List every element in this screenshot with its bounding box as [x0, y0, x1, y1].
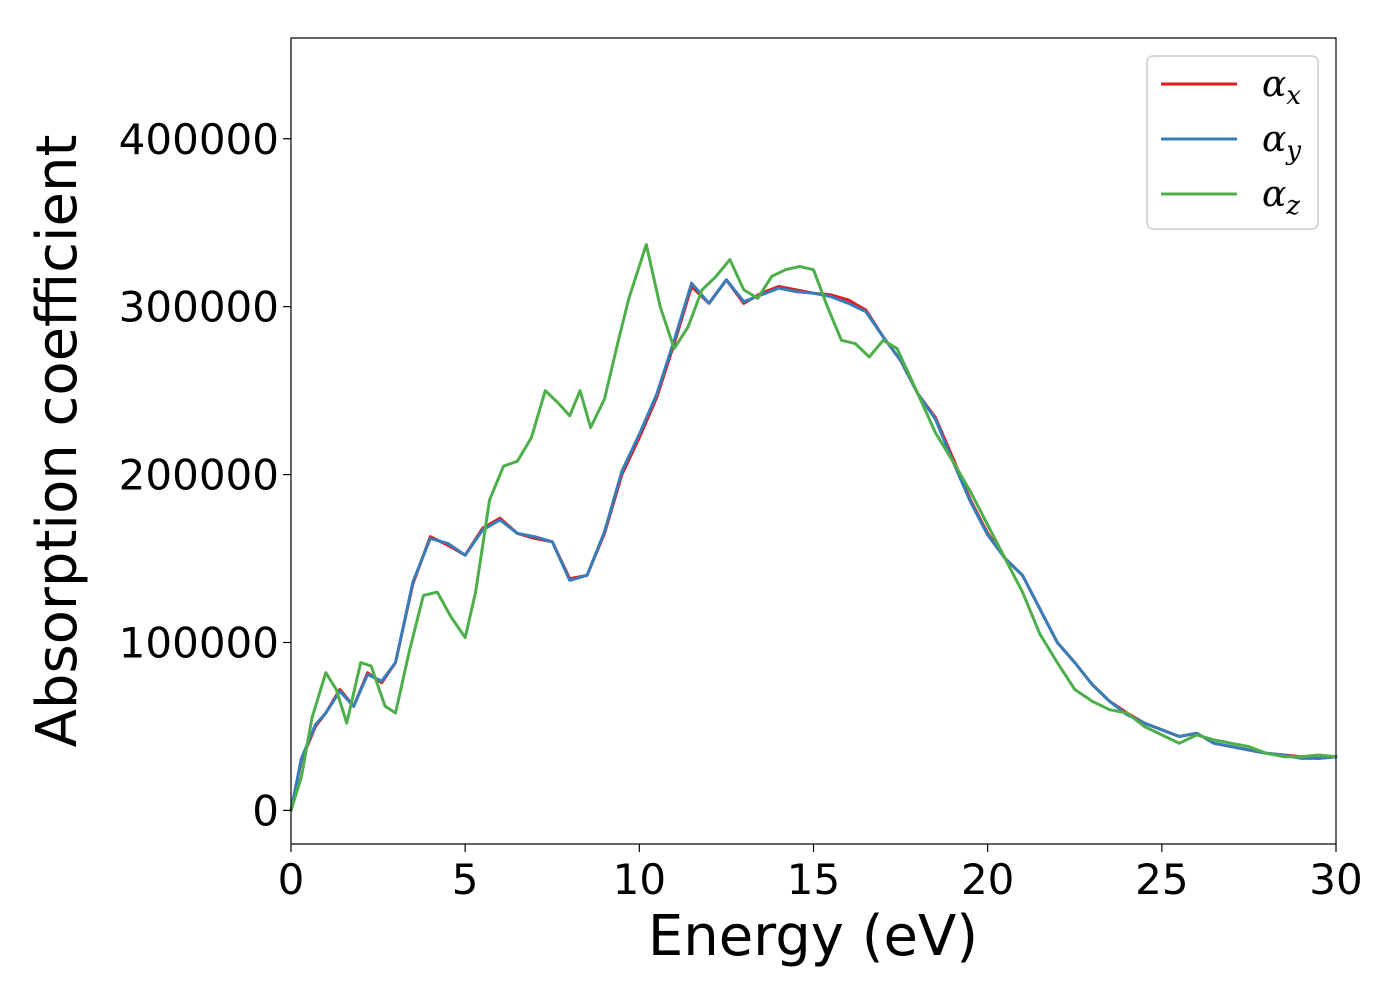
x-axis-ticks: 0 5 10 15 20 25 30: [278, 844, 1363, 904]
x-tick-label: 5: [452, 855, 479, 904]
series-line-z: [289, 243, 1338, 812]
x-axis-title: Energy (eV): [648, 904, 978, 969]
legend: αx αy αz: [1146, 55, 1319, 230]
x-tick-label: 0: [278, 855, 305, 904]
x-tick-label: 10: [613, 855, 666, 904]
y-axis-ticks: 0 100000 200000 300000 400000: [119, 115, 291, 835]
x-tick-label: 30: [1309, 855, 1362, 904]
series-line-y: [289, 278, 1338, 812]
legend-label-x: αx: [1262, 64, 1301, 111]
y-tick-label: 200000: [119, 451, 279, 500]
y-tick-label: 0: [252, 786, 279, 835]
y-tick-label: 400000: [119, 115, 279, 164]
x-tick-label: 25: [1135, 855, 1188, 904]
legend-label-z: αz: [1262, 174, 1300, 221]
series-lines: [289, 243, 1338, 812]
x-tick-label: 20: [961, 855, 1014, 904]
y-axis-title: Absorption coefficient: [25, 135, 90, 748]
y-tick-label: 300000: [119, 283, 279, 332]
x-tick-label: 15: [787, 855, 840, 904]
y-tick-label: 100000: [119, 619, 279, 668]
legend-box: [1146, 55, 1319, 230]
legend-label-y: αy: [1262, 119, 1301, 166]
